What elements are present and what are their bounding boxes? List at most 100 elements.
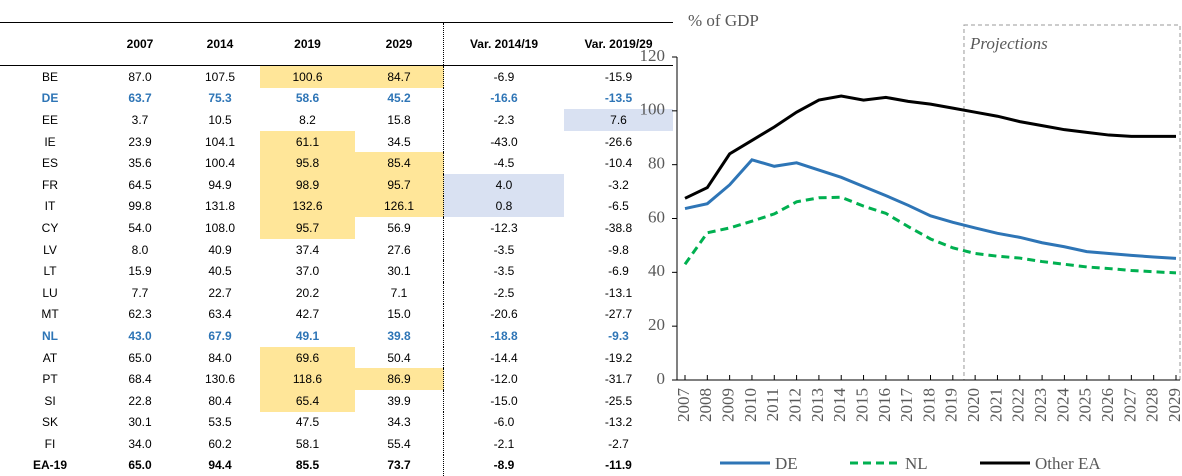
- table-row: LU 7.7 22.7 20.2 7.1 -2.5 -13.1: [0, 281, 673, 304]
- table-cell: 34.0: [128, 436, 152, 451]
- table-cell: SI: [44, 393, 56, 408]
- table-row: DE 63.7 75.3 58.6 45.2 -16.6 -13.5: [0, 87, 673, 110]
- table-cell: -6.5: [608, 199, 629, 214]
- table-cell: 3.7: [131, 112, 149, 127]
- table-cell: -2.3: [493, 112, 515, 127]
- table-cell: MT: [41, 307, 59, 322]
- table-cell: 58.1: [295, 436, 320, 451]
- table-cell: 39.9: [355, 389, 444, 412]
- table-cell: -3.5: [493, 242, 515, 257]
- table-cell: 75.3: [208, 91, 232, 106]
- table-cell: 95.8: [260, 152, 355, 174]
- table-cell: 20.2: [295, 285, 320, 300]
- table-cell: NL: [42, 328, 58, 343]
- table-cell: FI: [44, 436, 56, 451]
- table-cell: 107.5: [204, 69, 236, 84]
- x-tick-label: 2022: [1009, 388, 1028, 422]
- x-tick-label: 2025: [1076, 388, 1095, 422]
- column-header: Var. 2014/19: [443, 22, 564, 66]
- table-cell: 45.2: [355, 87, 444, 110]
- table-cell: 15.8: [355, 109, 444, 131]
- table-cell: 10.5: [208, 112, 232, 127]
- table-cell: 49.1: [295, 328, 320, 343]
- table-cell: PT: [42, 372, 58, 387]
- table-cell: -2.1: [493, 436, 515, 451]
- table-cell: 35.6: [128, 156, 152, 171]
- table-cell: 60.2: [208, 436, 232, 451]
- table-cell: 132.6: [260, 195, 355, 218]
- table-cell: 47.5: [295, 415, 320, 430]
- table-cell: -9.3: [608, 328, 629, 343]
- x-tick-label: 2026: [1098, 388, 1117, 422]
- x-tick-label: 2018: [919, 388, 938, 422]
- table-cell: 87.0: [128, 69, 152, 84]
- table-cell: -38.8: [604, 220, 633, 235]
- column-header: Var. 2019/29: [564, 22, 673, 66]
- table-cell: 7.6: [564, 109, 673, 131]
- table-cell: -18.8: [490, 328, 518, 343]
- table-cell: 98.9: [260, 173, 355, 196]
- x-tick-label: 2029: [1165, 388, 1182, 422]
- table-cell: 53.5: [208, 415, 232, 430]
- y-tick-label: 60: [648, 207, 665, 226]
- table-row: NL 43.0 67.9 49.1 39.8 -18.8 -9.3: [0, 325, 673, 347]
- table-cell: 104.1: [204, 134, 236, 149]
- table-row: MT 62.3 63.4 42.7 15.0 -20.6 -27.7: [0, 303, 673, 326]
- line-series: [684, 158, 1177, 260]
- table-cell: 54.0: [128, 220, 152, 235]
- table-row: AT 65.0 84.0 69.6 50.4 -14.4 -19.2: [0, 346, 673, 369]
- table-cell: 7.1: [355, 281, 444, 304]
- table-cell: 30.1: [128, 415, 152, 430]
- table-cell: ES: [41, 156, 58, 171]
- table-cell: -43.0: [490, 134, 518, 149]
- table-cell: -3.2: [608, 177, 629, 192]
- table-row: FR 64.5 94.9 98.9 95.7 4.0 -3.2: [0, 173, 673, 196]
- table-cell: 99.8: [128, 199, 152, 214]
- x-tick-label: 2014: [830, 388, 849, 423]
- table-cell: -25.5: [604, 393, 633, 408]
- table-cell: -3.5: [493, 264, 515, 279]
- table-row: SI 22.8 80.4 65.4 39.9 -15.0 -25.5: [0, 389, 673, 412]
- table-cell: 8.0: [131, 242, 149, 257]
- table-cell: -9.8: [608, 242, 629, 257]
- table-cell: 73.7: [355, 454, 444, 476]
- table-cell: 37.0: [295, 264, 320, 279]
- table-cell: CY: [41, 220, 59, 235]
- table-cell: 84.0: [208, 350, 232, 365]
- x-tick-label: 2007: [674, 388, 693, 423]
- table-row: IT 99.8 131.8 132.6 126.1 0.8 -6.5: [0, 195, 673, 218]
- table-cell: 63.4: [208, 307, 232, 322]
- table-cell: 65.4: [260, 389, 355, 412]
- table-cell: LV: [43, 242, 57, 257]
- table-cell: 30.1: [355, 260, 444, 282]
- line-series: [683, 195, 1177, 275]
- table-cell: 100.4: [204, 156, 236, 171]
- table-cell: 108.0: [204, 220, 236, 235]
- table-cell: 65.0: [128, 458, 152, 473]
- table-cell: BE: [41, 69, 58, 84]
- table-cell: 23.9: [128, 134, 152, 149]
- table-cell: 118.6: [260, 368, 355, 390]
- table-cell: -12.0: [490, 372, 518, 387]
- legend-label: Other EA: [1035, 454, 1101, 473]
- y-tick-label: 80: [648, 154, 665, 173]
- table-row: EE 3.7 10.5 8.2 15.8 -2.3 7.6: [0, 109, 673, 131]
- table-cell: IE: [44, 134, 56, 149]
- table-cell: -27.7: [604, 307, 633, 322]
- table-cell: -10.4: [604, 156, 633, 171]
- table-cell: 0.8: [443, 195, 564, 218]
- x-tick-label: 2019: [942, 388, 961, 422]
- table-cell: 40.5: [208, 264, 232, 279]
- table-row: PT 68.4 130.6 118.6 86.9 -12.0 -31.7: [0, 368, 673, 390]
- table-cell: IT: [44, 199, 56, 214]
- table-cell: 80.4: [208, 393, 232, 408]
- table-cell: 68.4: [128, 372, 152, 387]
- table-cell: -16.6: [490, 91, 518, 106]
- table-cell: 64.5: [128, 177, 152, 192]
- x-tick-label: 2008: [696, 388, 715, 422]
- table-row: SK 30.1 53.5 47.5 34.3 -6.0 -13.2: [0, 411, 673, 434]
- table-cell: 62.3: [128, 307, 152, 322]
- column-header: 2007: [100, 22, 180, 66]
- table-cell: -15.9: [604, 69, 633, 84]
